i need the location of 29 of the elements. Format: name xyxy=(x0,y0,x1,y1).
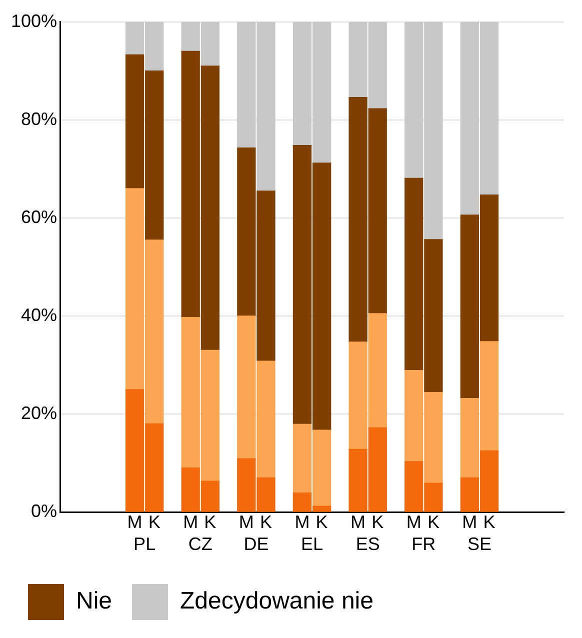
x-tick-label: K xyxy=(260,512,272,532)
y-tick-label: 0% xyxy=(31,500,58,521)
x-tick-label: K xyxy=(204,512,216,532)
text: FR xyxy=(412,534,436,554)
x-tick-label: K xyxy=(148,512,160,532)
text: SE xyxy=(467,534,492,554)
x-tick-label: M xyxy=(238,512,254,532)
legend-label: Nie xyxy=(76,588,112,615)
y-tick-label: 40% xyxy=(21,304,58,325)
x-tick-label: M xyxy=(127,512,142,532)
text: DE xyxy=(244,534,269,554)
x-tick-label: M xyxy=(350,512,366,532)
x-tick-label: M xyxy=(294,512,310,532)
y-tick-label: 80% xyxy=(21,108,58,129)
y-tick-label: 60% xyxy=(21,206,58,227)
x-tick-label: M xyxy=(183,512,198,532)
text: EL xyxy=(301,534,324,554)
x-tick-label: K xyxy=(372,512,384,532)
x-tick-label: K xyxy=(427,512,440,532)
x-tick-label: M xyxy=(406,512,422,532)
x-tick-label: M xyxy=(462,512,478,532)
x-tick-label: K xyxy=(483,512,496,532)
y-tick-label: 100% xyxy=(10,10,58,31)
legend-label: Zdecydowanie nie xyxy=(180,588,374,615)
y-tick-label: 20% xyxy=(21,402,58,423)
text: CZ xyxy=(188,534,212,554)
text: PL xyxy=(134,534,156,554)
text: ES xyxy=(356,534,380,554)
x-tick-label: K xyxy=(316,512,328,532)
